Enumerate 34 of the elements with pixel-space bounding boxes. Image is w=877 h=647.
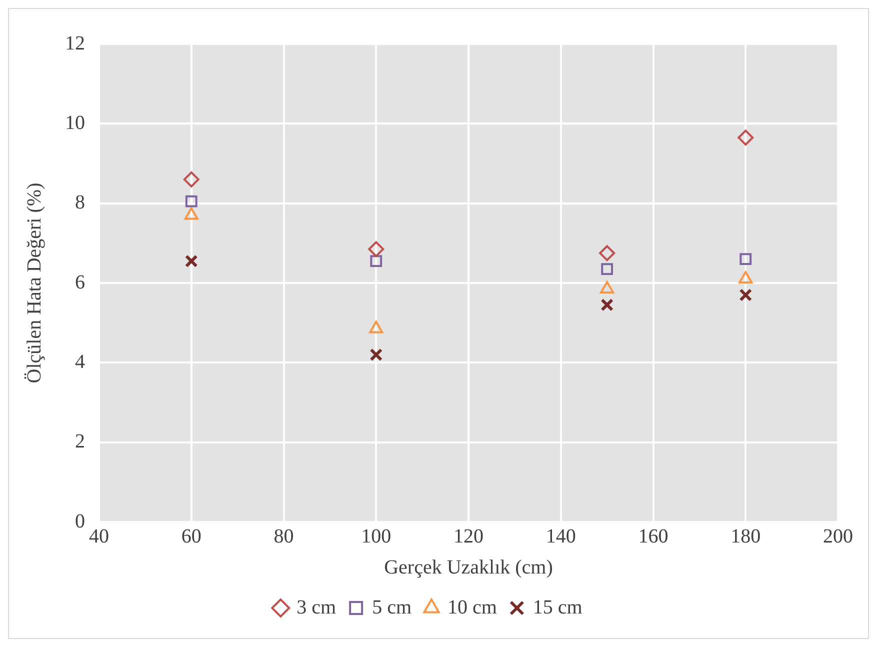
legend-label: 5 cm	[372, 596, 412, 618]
x-tick-label: 100	[361, 525, 392, 548]
legend-label: 15 cm	[532, 596, 583, 618]
point	[739, 288, 752, 302]
point	[370, 348, 383, 362]
point	[184, 254, 198, 268]
point	[738, 130, 754, 146]
x-tick-label: 200	[823, 525, 853, 548]
y-tick-label: 12	[65, 32, 85, 54]
point	[185, 195, 198, 208]
y-tick-label: 10	[65, 112, 85, 134]
y-tick-label: 6	[75, 271, 85, 294]
x-axis-title: Gerçek Uzaklık (cm)	[384, 556, 553, 578]
y-axis-title: Ölçülen Hata Değeri (%)	[23, 182, 46, 384]
y-tick-label: 0	[75, 510, 85, 532]
x-tick-label: 60	[181, 525, 202, 548]
y-tick-label: 4	[75, 350, 85, 373]
x-tick-label: 140	[546, 525, 576, 548]
legend-label: 3 cm	[296, 596, 337, 618]
x-tick-label: 40	[89, 525, 109, 548]
point	[183, 171, 200, 188]
legend-label: 10 cm	[448, 596, 498, 618]
point	[368, 241, 384, 258]
point	[740, 253, 752, 266]
point	[599, 245, 616, 262]
y-tick-label: 2	[75, 430, 85, 453]
x-tick-label: 120	[454, 525, 484, 548]
y-tick-label: 8	[75, 192, 85, 214]
x-tick-label: 80	[274, 525, 294, 548]
x-tick-label: 180	[730, 525, 761, 548]
point	[600, 298, 614, 312]
x-tick-label: 160	[638, 525, 668, 548]
point	[601, 263, 614, 276]
point	[370, 255, 382, 268]
